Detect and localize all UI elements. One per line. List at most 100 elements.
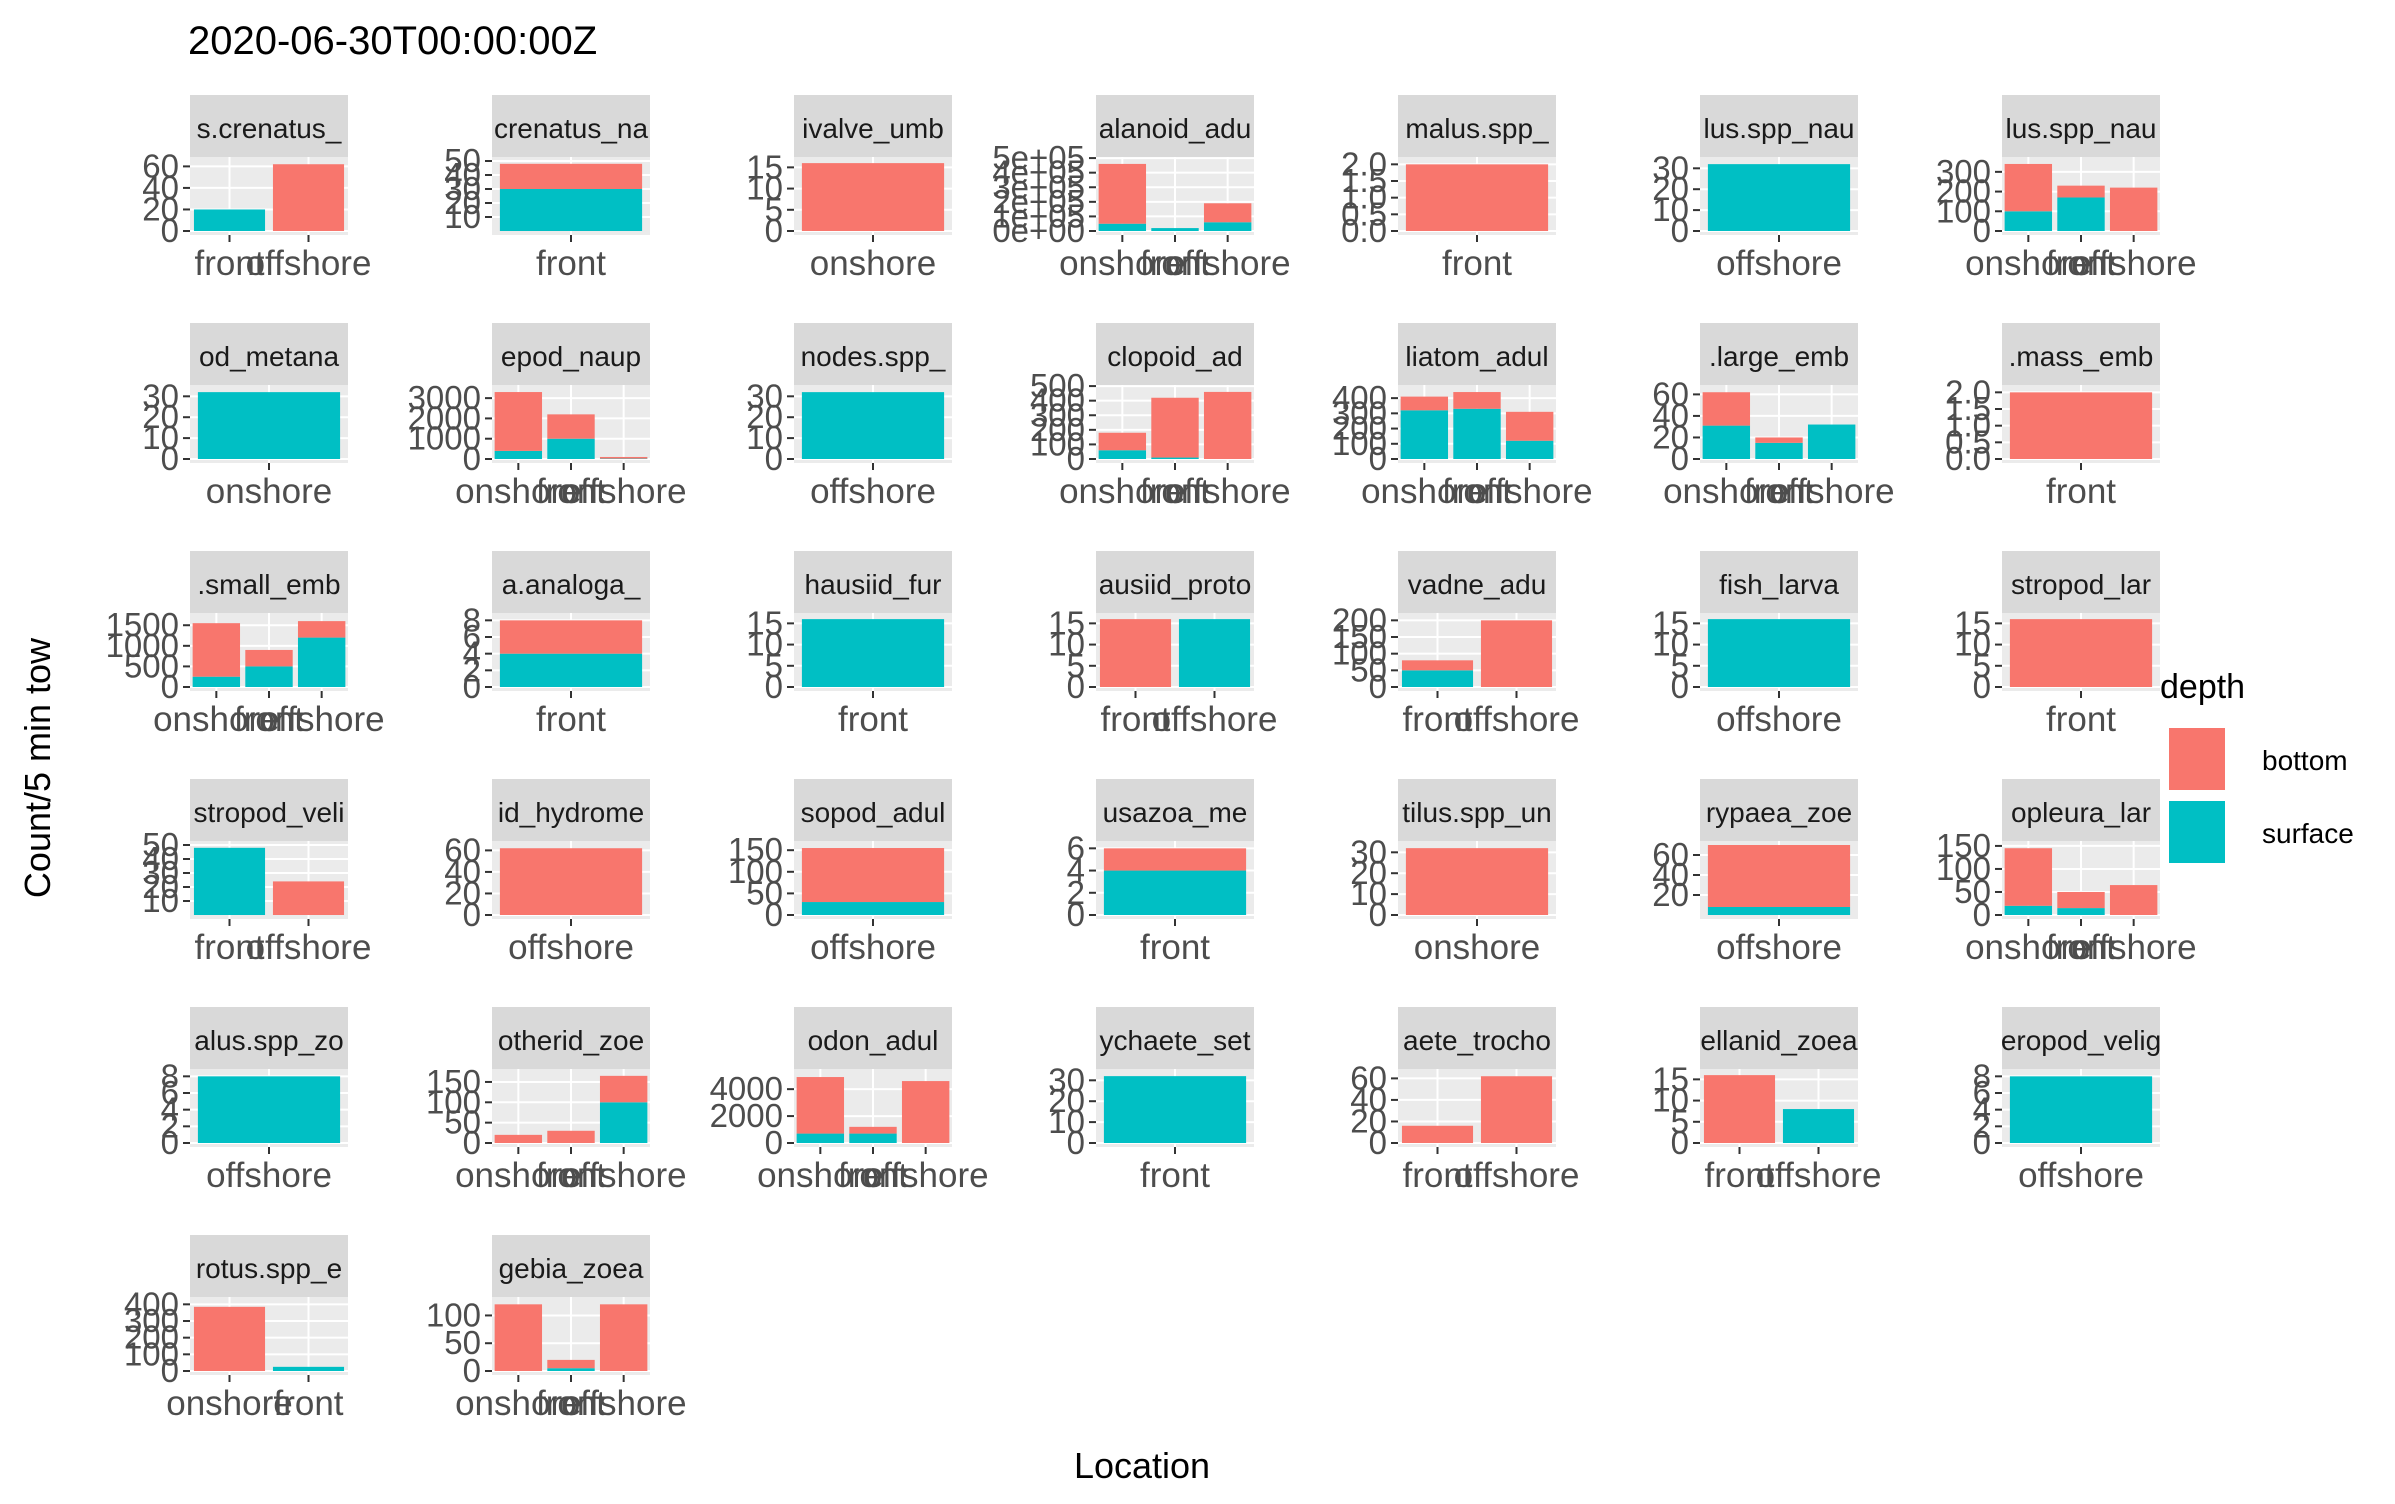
facet-strip-label: .small_emb xyxy=(197,569,340,600)
bar-surface xyxy=(1783,1109,1854,1143)
bar-bottom xyxy=(2110,188,2157,231)
facet-strip-label: rotus.spp_e xyxy=(196,1253,342,1284)
y-tick-label: 15 xyxy=(1652,1060,1689,1097)
facet-strip-label: aete_trocho xyxy=(1403,1025,1551,1056)
facet-strip-label: ellanid_zoea xyxy=(1700,1025,1858,1056)
x-tick-label: offshore xyxy=(259,700,385,739)
facet-strip-label: vadne_adu xyxy=(1408,569,1547,600)
bar-bottom xyxy=(1453,392,1500,409)
facet-strip-label: sopod_adul xyxy=(801,797,946,828)
y-axis-label: Count/5 min tow xyxy=(17,637,58,898)
legend-title: depth xyxy=(2160,668,2245,706)
x-tick-label: onshore xyxy=(1414,928,1540,967)
y-tick-label: 15 xyxy=(746,148,783,185)
bar-bottom xyxy=(1406,164,1548,231)
bar-bottom xyxy=(1402,660,1473,670)
bar-surface xyxy=(198,392,340,459)
bar-surface xyxy=(802,619,944,687)
facet-strip-label: ivalve_umb xyxy=(802,113,944,144)
bar-surface xyxy=(298,638,345,687)
x-tick-label: offshore xyxy=(508,928,634,967)
x-tick-label: offshore xyxy=(1467,472,1593,511)
x-tick-label: offshore xyxy=(1716,928,1842,967)
y-tick-label: 4000 xyxy=(710,1070,783,1107)
x-tick-label: offshore xyxy=(810,928,936,967)
bar-bottom xyxy=(1204,203,1251,222)
x-tick-label: front xyxy=(536,244,606,283)
facet-strip-label: ychaete_set xyxy=(1100,1025,1251,1056)
facet-strip-label: id_hydrome xyxy=(498,797,644,828)
bar-surface xyxy=(1099,224,1146,231)
bar-surface xyxy=(1506,441,1553,459)
facet-panels: s.crenatus_0204060frontoffshorecrenatus_… xyxy=(106,95,2197,1423)
bar-surface xyxy=(1755,443,1802,459)
facet-strip-label: clopoid_ad xyxy=(1107,341,1242,372)
bar-surface xyxy=(1151,458,1198,459)
bar-bottom xyxy=(2057,186,2104,198)
x-tick-label: offshore xyxy=(1165,472,1291,511)
bar-bottom xyxy=(2057,892,2104,908)
bar-surface xyxy=(1204,222,1251,231)
bar-bottom xyxy=(1401,397,1448,411)
facet-strip-label: tilus.spp_un xyxy=(1402,797,1551,828)
bar-bottom xyxy=(1099,433,1146,451)
y-tick-label: 60 xyxy=(142,147,179,184)
y-tick-label: 15 xyxy=(1048,604,1085,641)
bar-bottom xyxy=(193,623,240,677)
y-tick-label: 8 xyxy=(463,601,481,638)
bar-surface xyxy=(1708,619,1850,687)
bar-surface xyxy=(198,1076,340,1143)
x-tick-label: front xyxy=(2046,472,2116,511)
bar-surface xyxy=(1703,426,1750,459)
bar-bottom xyxy=(2010,392,2152,459)
bar-surface xyxy=(547,439,594,459)
x-tick-label: front xyxy=(273,1384,343,1423)
y-tick-label: 30 xyxy=(1350,833,1387,870)
bar-bottom xyxy=(500,620,642,653)
facet-strip-label: stropod_veli xyxy=(194,797,345,828)
bar-bottom xyxy=(1151,398,1198,458)
bar-surface xyxy=(193,677,240,687)
x-tick-label: offshore xyxy=(246,928,372,967)
y-tick-label: 150 xyxy=(728,831,783,868)
x-tick-label: offshore xyxy=(2071,928,2197,967)
facet-panel: alanoid_adu0e+001e+052e+053e+054e+055e+0… xyxy=(992,95,1290,283)
y-tick-label: 8 xyxy=(1973,1057,1991,1094)
y-tick-label: 200 xyxy=(1332,601,1387,638)
y-tick-label: 60 xyxy=(444,831,481,868)
x-tick-label: offshore xyxy=(810,472,936,511)
legend-label-bottom: bottom xyxy=(2262,745,2348,776)
bar-bottom xyxy=(802,848,944,902)
facet-strip-label: fish_larva xyxy=(1719,569,1839,600)
facet-strip-label: lus.spp_nau xyxy=(1703,113,1854,144)
bar-bottom xyxy=(500,164,642,189)
y-tick-label: 150 xyxy=(426,1063,481,1100)
y-tick-label: 30 xyxy=(142,377,179,414)
y-tick-label: 6 xyxy=(1067,829,1085,866)
bar-bottom xyxy=(802,163,944,231)
bar-bottom xyxy=(547,1360,594,1368)
bar-bottom xyxy=(495,392,542,451)
bar-surface xyxy=(1453,409,1500,459)
y-tick-label: 60 xyxy=(1652,375,1689,412)
bar-surface xyxy=(1151,228,1198,231)
y-tick-label: 60 xyxy=(1652,836,1689,873)
bar-bottom xyxy=(1406,848,1548,915)
y-tick-label: 15 xyxy=(746,604,783,641)
y-tick-label: 5e+05 xyxy=(992,139,1085,176)
facet-strip-label: ausiid_proto xyxy=(1099,569,1252,600)
x-tick-label: offshore xyxy=(561,472,687,511)
y-tick-label: 3000 xyxy=(408,379,481,416)
x-tick-label: front xyxy=(2046,700,2116,739)
x-tick-label: onshore xyxy=(810,244,936,283)
bar-bottom xyxy=(1481,1076,1552,1143)
